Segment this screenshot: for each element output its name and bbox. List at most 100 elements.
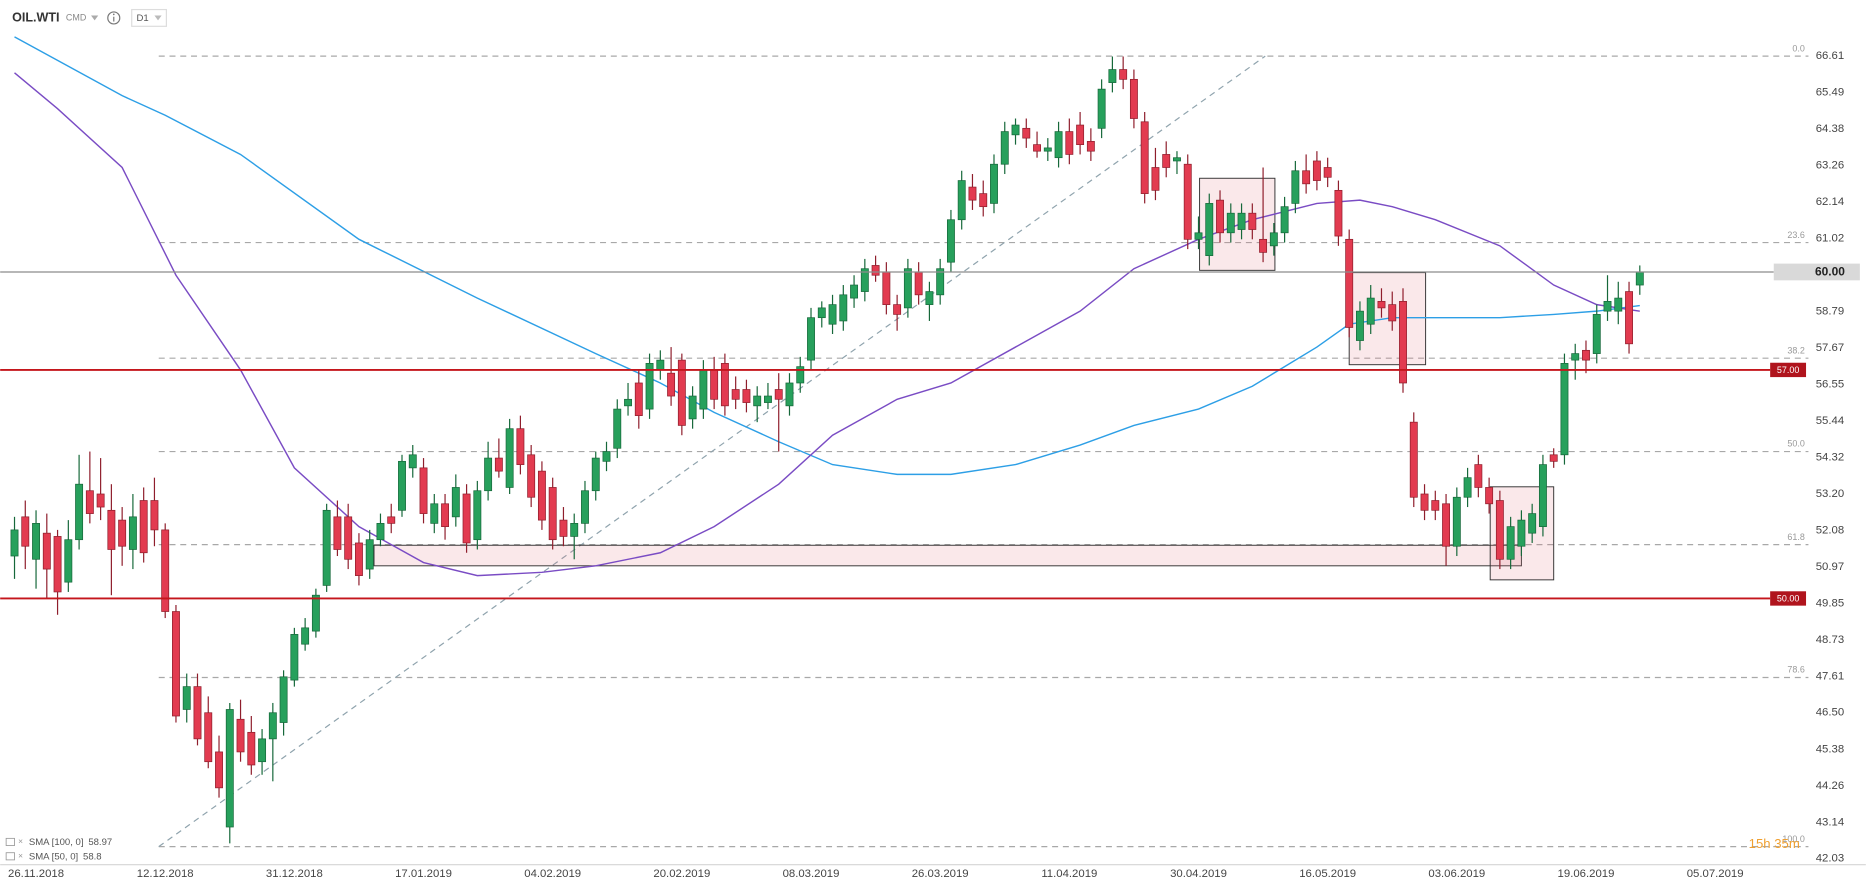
candle-body bbox=[1065, 131, 1074, 155]
candle-body bbox=[850, 284, 859, 299]
candle-body bbox=[161, 529, 170, 612]
candle-body bbox=[268, 712, 277, 740]
x-tick-label: 19.06.2019 bbox=[1558, 868, 1615, 880]
candle-body bbox=[613, 408, 622, 449]
legend-icon[interactable] bbox=[5, 852, 15, 861]
candle-body bbox=[172, 611, 180, 717]
candle-body bbox=[1312, 160, 1321, 181]
legend-close-icon[interactable]: × bbox=[18, 836, 23, 846]
interval-label[interactable]: D1 bbox=[137, 13, 149, 24]
candle-body bbox=[75, 483, 84, 541]
candle-body bbox=[1614, 297, 1623, 312]
candle-body bbox=[505, 428, 514, 488]
info-icon[interactable] bbox=[107, 11, 121, 25]
level-label-box bbox=[1770, 362, 1807, 378]
x-tick-label: 08.03.2019 bbox=[783, 868, 840, 880]
candle-body bbox=[365, 539, 374, 570]
candle-body bbox=[968, 186, 977, 201]
candle-body bbox=[1291, 170, 1300, 204]
candle-body bbox=[107, 509, 116, 550]
y-tick-label: 54.32 bbox=[1816, 451, 1844, 463]
candle-body bbox=[408, 454, 417, 469]
candle-body bbox=[882, 271, 891, 305]
candle-body bbox=[1495, 500, 1504, 560]
sma-line bbox=[14, 36, 1640, 476]
candle-body bbox=[1388, 304, 1397, 322]
plot-layers: 0.0 23.6 38.2 50.0 61.8 78.6 100.0 bbox=[10, 36, 1809, 848]
fib-level-label: 38.2 bbox=[1787, 345, 1804, 355]
candle-body bbox=[430, 503, 439, 524]
candle-body bbox=[1129, 78, 1138, 119]
candle-body bbox=[1366, 297, 1375, 325]
candle-body bbox=[193, 686, 202, 740]
candle-body bbox=[1528, 513, 1537, 534]
candle-body bbox=[871, 265, 880, 276]
candle-body bbox=[1463, 477, 1472, 498]
candle-body bbox=[258, 738, 267, 763]
candle-body bbox=[1119, 69, 1128, 80]
fib-level-label: 50.0 bbox=[1787, 439, 1804, 449]
legend-icon[interactable] bbox=[5, 837, 15, 846]
y-tick-label: 64.38 bbox=[1816, 123, 1844, 135]
candle-body bbox=[796, 366, 805, 384]
fib-level-label: 61.8 bbox=[1787, 532, 1804, 542]
candle-body bbox=[1625, 291, 1633, 345]
candle-body bbox=[1592, 314, 1601, 354]
candle-body bbox=[419, 467, 428, 514]
candle-body bbox=[1033, 144, 1041, 152]
legend-close-icon[interactable]: × bbox=[18, 851, 23, 861]
candle-body bbox=[785, 382, 794, 407]
candle-body bbox=[817, 307, 826, 319]
market-label[interactable]: CMD bbox=[66, 12, 87, 22]
candle-body bbox=[1420, 493, 1429, 511]
legend-entry: SMA [50, 0] 58.8 bbox=[29, 851, 102, 862]
candle-body bbox=[1043, 147, 1052, 152]
candle-body bbox=[753, 395, 762, 407]
candle-body bbox=[1216, 199, 1224, 234]
y-tick-label: 48.73 bbox=[1816, 634, 1844, 646]
candle-body bbox=[1011, 124, 1020, 136]
x-tick-label: 26.03.2019 bbox=[912, 868, 969, 880]
candle-body bbox=[1538, 464, 1547, 527]
candle-body bbox=[1474, 464, 1483, 488]
candle-body bbox=[484, 457, 493, 492]
candle-body bbox=[32, 523, 40, 560]
candle-body bbox=[1226, 212, 1235, 234]
x-tick-label: 20.02.2019 bbox=[653, 868, 710, 880]
candle-body bbox=[903, 268, 912, 309]
symbol-title[interactable]: OIL.WTI bbox=[12, 10, 59, 24]
candle-body bbox=[1345, 238, 1354, 328]
candle-body bbox=[839, 294, 848, 322]
candle-body bbox=[1549, 454, 1558, 462]
candle-body bbox=[1442, 503, 1451, 547]
candle-body bbox=[548, 487, 557, 541]
candle-body bbox=[914, 271, 923, 296]
candle-body bbox=[893, 304, 902, 315]
candle-body bbox=[1582, 349, 1590, 361]
candle-body bbox=[710, 369, 719, 400]
y-tick-label: 53.20 bbox=[1816, 488, 1844, 500]
candle-body bbox=[537, 470, 546, 521]
market-dropdown-arrow[interactable] bbox=[91, 15, 99, 21]
sma-line bbox=[14, 72, 1640, 577]
legend-value: 58.97 bbox=[88, 836, 112, 847]
candle-body bbox=[204, 712, 213, 763]
candle-body bbox=[42, 532, 51, 570]
interval-box[interactable] bbox=[131, 8, 167, 27]
candle-body bbox=[1334, 189, 1343, 237]
candle-body bbox=[279, 676, 288, 723]
x-tick-label: 04.02.2019 bbox=[524, 868, 581, 880]
candle-body bbox=[1086, 141, 1095, 152]
candle-body bbox=[96, 493, 105, 508]
interval-dropdown-arrow[interactable] bbox=[154, 15, 162, 21]
y-tick-label: 58.79 bbox=[1816, 305, 1844, 317]
y-tick-label: 61.02 bbox=[1816, 233, 1844, 245]
candle-body bbox=[677, 359, 686, 426]
fib-level-label: 100.0 bbox=[1782, 834, 1804, 844]
y-tick-label: 44.26 bbox=[1816, 780, 1844, 792]
candle-body bbox=[1205, 203, 1214, 257]
y-tick-label: 42.03 bbox=[1816, 853, 1844, 865]
candle-body bbox=[1635, 271, 1644, 286]
candle-body bbox=[398, 460, 406, 511]
